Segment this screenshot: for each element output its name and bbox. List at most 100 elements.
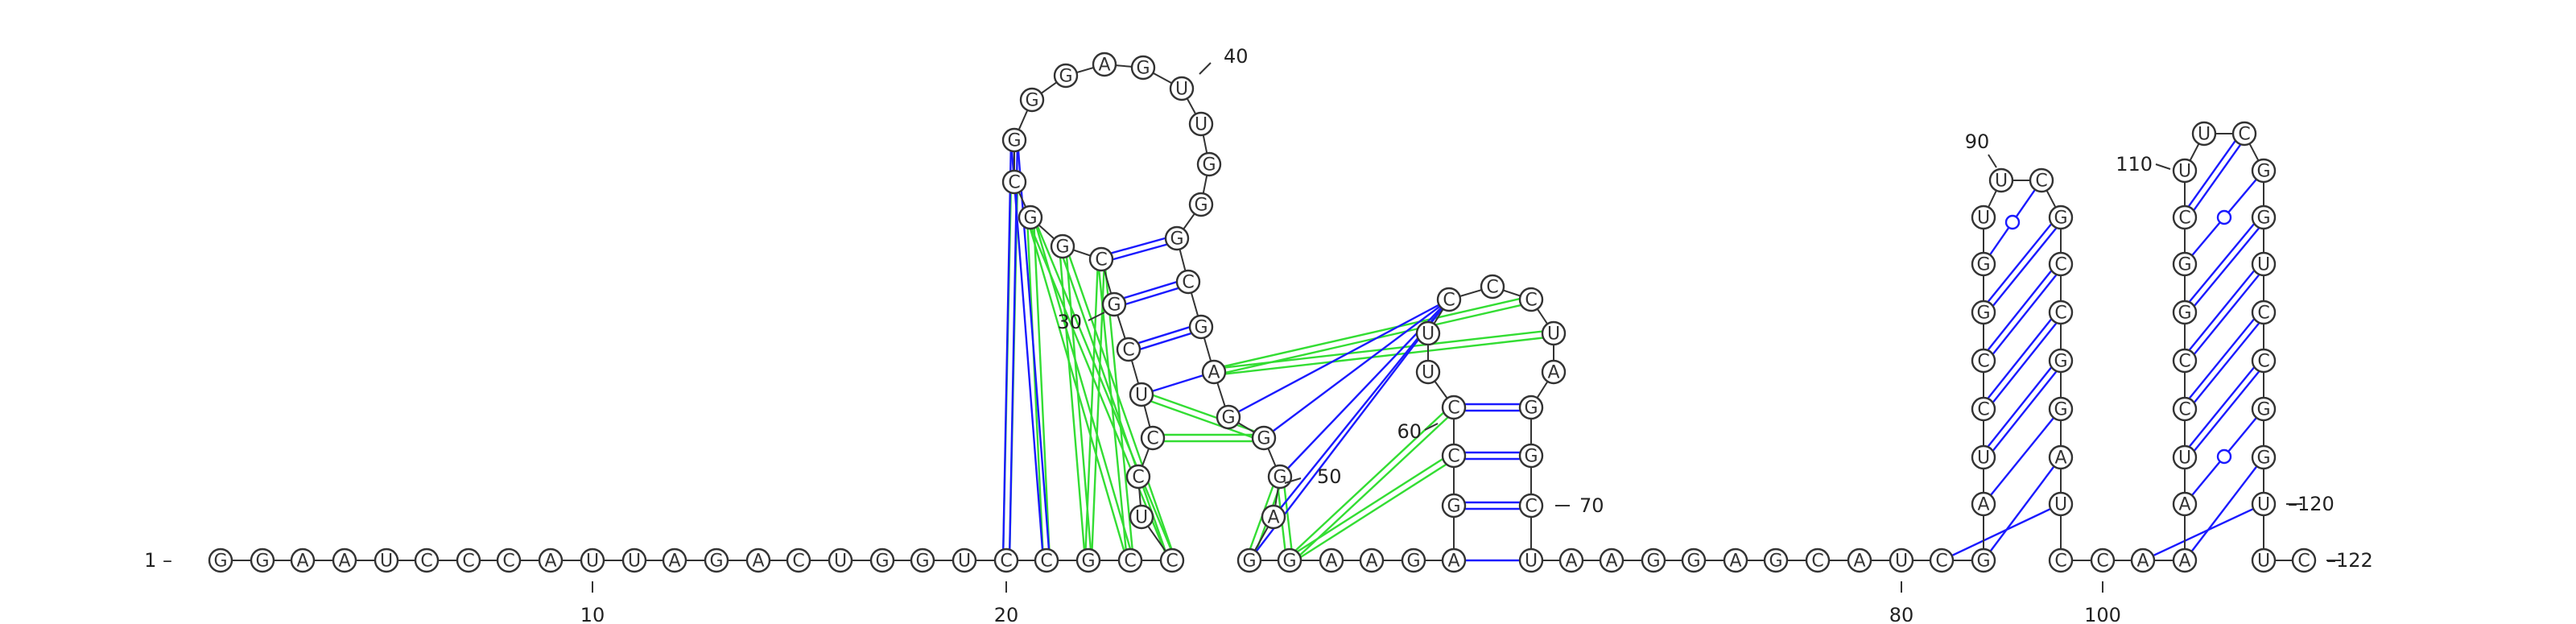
nucleotide: A [2172, 491, 2198, 517]
base-pair-line [2181, 261, 2262, 360]
base-pair-line [2181, 357, 2262, 457]
nucleotide: C [2048, 300, 2074, 325]
nucleotide: G [1441, 493, 1467, 519]
nucleotide: C [1518, 493, 1544, 519]
nucleotide-letter: G [2178, 304, 2191, 324]
nucleotide: C [993, 548, 1019, 573]
position-number: 10 [580, 604, 605, 624]
nucleotide: A [1971, 491, 1996, 517]
nucleotide-letter: U [1547, 324, 1560, 345]
nucleotide-letter: G [1025, 91, 1038, 111]
nucleotide: G [1277, 548, 1302, 573]
base-pair-line [1214, 335, 1554, 377]
nucleotide-letter: A [1729, 552, 1741, 572]
position-number: 90 [1965, 130, 1990, 153]
base-pair-line [1983, 408, 2062, 505]
nucleotide: C [2251, 300, 2277, 325]
nucleotide: G [1164, 225, 1190, 251]
nucleotide: A [1558, 548, 1584, 573]
base-pair-line [1979, 357, 2059, 457]
nucleotide-letter: C [1447, 399, 1459, 419]
nucleotide-letter: G [1136, 59, 1150, 79]
nucleotide-letter: C [1132, 468, 1144, 488]
nucleotide: A [1441, 548, 1467, 573]
position-number: 70 [1579, 494, 1604, 517]
base-pair-line [1282, 476, 1294, 560]
nucleotide: C [1125, 464, 1151, 490]
nucleotide: U [2251, 251, 2277, 277]
nucleotide: G [1971, 300, 1996, 325]
base-pair-line [1979, 309, 2059, 408]
nucleotide: G [1075, 548, 1101, 573]
nucleotide: C [2048, 548, 2074, 573]
nucleotide-letter: C [1935, 552, 1947, 572]
nucleotide: U [1415, 320, 1441, 346]
nucleotide: G [2251, 158, 2277, 184]
nucleotide: G [2251, 205, 2277, 230]
nucleotide-letter: G [2256, 400, 2270, 420]
nucleotide-letter: G [1081, 552, 1095, 572]
nucleotide-letter: A [1365, 552, 1377, 572]
nucleotide: A [332, 548, 357, 573]
base-pair-line [2142, 502, 2264, 562]
nucleotide: G [2172, 300, 2198, 325]
nucleotide: A [1092, 52, 1117, 77]
nucleotide-letter: C [2178, 400, 2190, 420]
base-pair-line [1228, 298, 1450, 419]
nucleotide-letter: U [380, 552, 393, 572]
nucleotide-letter: C [2238, 125, 2250, 145]
base-pair-line [1090, 259, 1106, 561]
nucleotide-letter: A [338, 552, 350, 572]
nucleotide: C [414, 548, 440, 573]
base-pair-line [1286, 404, 1453, 559]
nucleotide: G [1518, 443, 1544, 469]
nucleotide-letter: U [1525, 552, 1538, 572]
base-pair-line [1141, 370, 1215, 396]
nucleotide: G [1101, 291, 1127, 317]
base-pair-line [1290, 457, 1456, 564]
position-number: 1 – [144, 549, 172, 572]
position-tick [1424, 423, 1439, 431]
nucleotide-letter: U [2178, 448, 2191, 469]
nucleotide: U [1129, 382, 1154, 407]
nucleotide-letter: G [1282, 552, 1296, 572]
nucleotide-letter: U [2257, 255, 2270, 275]
nucleotide-letter: C [1122, 341, 1134, 361]
nucleotide-letter: C [1977, 400, 1989, 420]
nucleotide: C [2172, 205, 2198, 230]
nucleotide: G [1188, 192, 1214, 217]
nucleotide-letter: U [1422, 363, 1435, 383]
nucleotide: U [952, 548, 977, 573]
nucleotide-letter: G [1170, 229, 1183, 250]
base-pair-line [1985, 265, 2065, 364]
nucleotide-letter: G [2256, 162, 2270, 182]
nucleotide: U [621, 548, 647, 573]
base-pair-line [1032, 217, 1051, 560]
nucleotide: C [2090, 548, 2116, 573]
position-number: 40 [1224, 45, 1249, 68]
nucleotide-letter: C [2035, 171, 2047, 192]
base-pair-line [1016, 139, 1051, 560]
nucleotide-letter: C [1008, 173, 1020, 193]
position-number: 30 [1057, 311, 1082, 333]
nucleotide-letter: C [2054, 304, 2066, 324]
nucleotide-letter: C [792, 552, 804, 572]
position-number-layer: 1 – 10 20 30 40 50 60 70 80 90 100 110 –120 –122 [144, 45, 2373, 624]
nucleotide: A [1723, 548, 1748, 573]
nucleotide: A [538, 548, 564, 573]
nucleotide-letter: U [1977, 448, 1990, 469]
nucleotide: C [1805, 548, 1831, 573]
nucleotide: C [1518, 287, 1544, 312]
nucleotide-letter: G [2054, 352, 2067, 372]
nucleotide: A [2130, 548, 2156, 573]
nucleotide-letter: C [502, 552, 514, 572]
nucleotide-letter: U [1175, 80, 1188, 100]
base-pair-line [1129, 329, 1203, 353]
nucleotide: C [1971, 348, 1996, 374]
position-number: 20 [994, 604, 1019, 624]
nucleotide: U [2251, 491, 2277, 517]
nucleotide: U [2191, 121, 2217, 147]
nucleotide: A [1319, 548, 1344, 573]
nucleotide: G [1518, 395, 1544, 420]
